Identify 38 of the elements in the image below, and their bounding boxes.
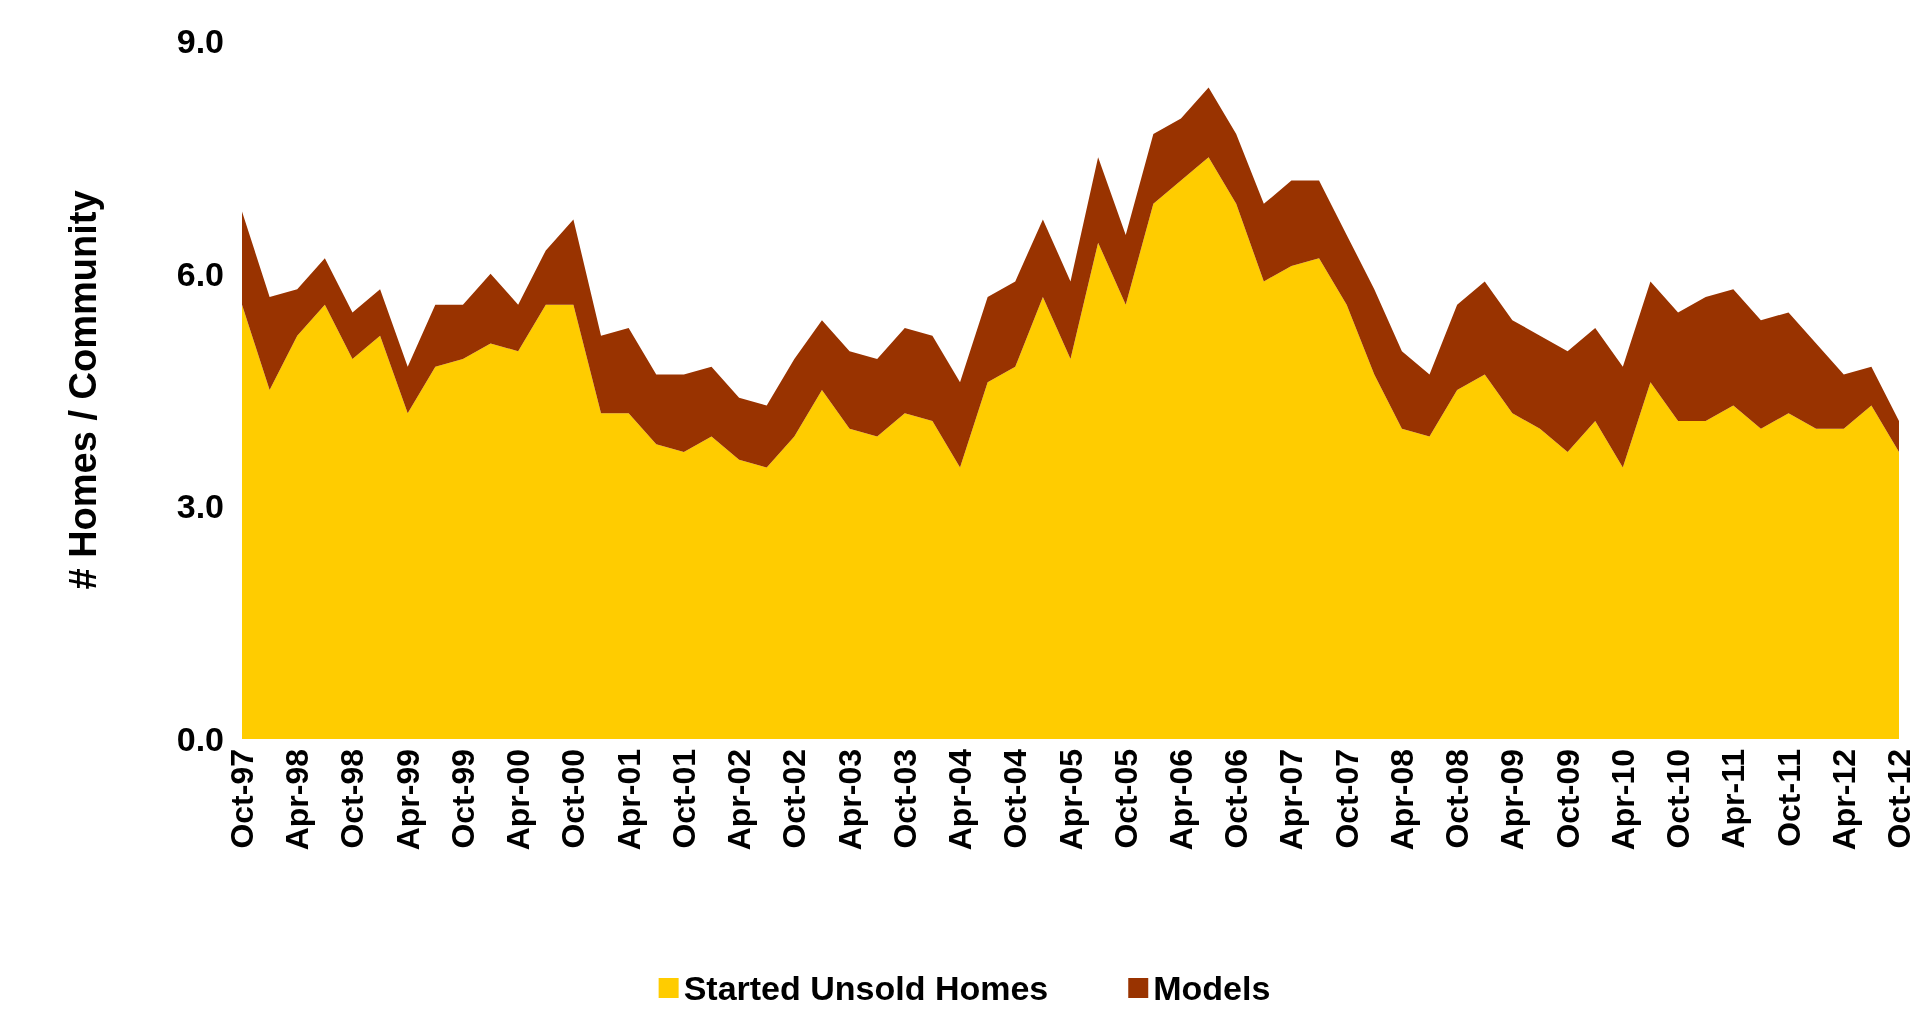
legend-label: Models: [1153, 969, 1271, 1007]
y-tick-label: 3.0: [176, 487, 224, 526]
x-tick-label: Apr-07: [1273, 749, 1310, 851]
x-tick-label: Oct-01: [665, 749, 702, 849]
x-tick-label: Apr-10: [1604, 749, 1641, 851]
x-tick-label: Oct-05: [1107, 749, 1144, 849]
x-tick-label: Oct-99: [444, 749, 481, 849]
x-tick-label: Oct-06: [1218, 749, 1255, 849]
x-tick-label: Oct-00: [555, 749, 592, 849]
legend-label: Started Unsold Homes: [683, 969, 1049, 1007]
y-tick-label: 0.0: [176, 720, 224, 758]
x-tick-label: Oct-07: [1328, 749, 1365, 849]
x-tick-label: Oct-98: [334, 749, 371, 849]
x-tick-label: Oct-03: [886, 749, 923, 849]
x-tick-label: Oct-08: [1439, 749, 1476, 849]
x-tick-label: Apr-04: [942, 748, 979, 851]
x-tick-label: Apr-05: [1052, 749, 1089, 851]
x-tick-label: Oct-10: [1660, 749, 1697, 849]
y-tick-label: 9.0: [176, 22, 224, 60]
x-tick-label: Oct-11: [1770, 749, 1807, 847]
x-tick-label: Apr-98: [279, 749, 316, 851]
x-tick-label: Apr-02: [721, 749, 758, 851]
x-tick-label: Oct-04: [997, 748, 1034, 849]
x-tick-label: Apr-12: [1825, 749, 1862, 851]
x-tick-label: Apr-11: [1715, 749, 1752, 849]
x-tick-label: Apr-00: [500, 749, 537, 851]
x-tick-label: Apr-03: [831, 749, 868, 851]
x-tick-label: Apr-08: [1383, 749, 1420, 851]
x-tick-label: Oct-12: [1881, 749, 1917, 849]
x-tick-label: Apr-99: [389, 749, 426, 851]
y-tick-label: 6.0: [176, 254, 224, 293]
x-tick-label: Oct-02: [776, 749, 813, 849]
y-axis-title: # Homes / Community: [62, 190, 104, 590]
x-tick-label: Apr-01: [610, 749, 647, 851]
x-tick-label: Apr-06: [1162, 749, 1199, 851]
x-tick-label: Oct-97: [224, 749, 260, 849]
x-tick-label: Oct-09: [1549, 749, 1586, 849]
x-tick-label: Apr-09: [1494, 749, 1531, 851]
